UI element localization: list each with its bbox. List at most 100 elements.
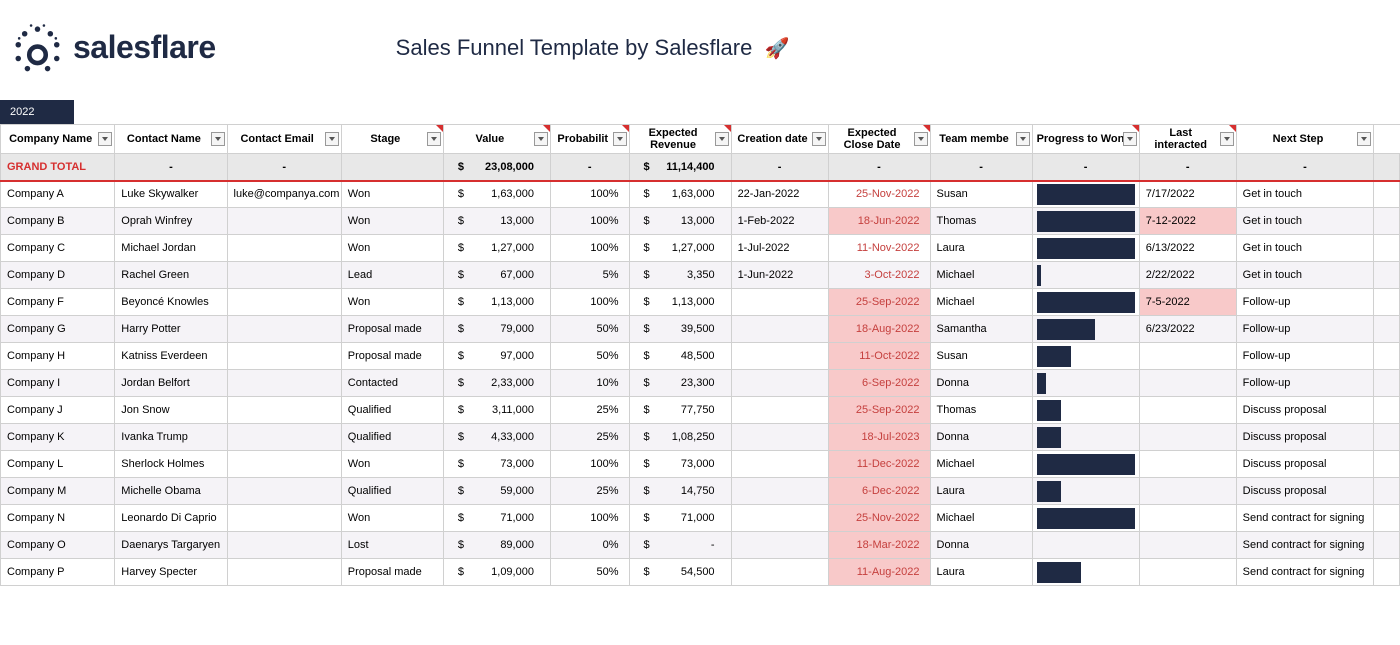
- cell-value[interactable]: $1,63,000: [443, 181, 550, 208]
- column-header[interactable]: Lastinteracted: [1139, 125, 1236, 154]
- cell-expected-close[interactable]: 11-Dec-2022: [828, 451, 930, 478]
- cell-contact[interactable]: Katniss Everdeen: [115, 343, 227, 370]
- table-row[interactable]: Company ALuke Skywalkerluke@companya.com…: [1, 181, 1400, 208]
- cell-value[interactable]: $1,09,000: [443, 559, 550, 586]
- cell-expected-close[interactable]: 11-Nov-2022: [828, 235, 930, 262]
- cell-team-member[interactable]: Thomas: [930, 208, 1032, 235]
- cell-email[interactable]: [227, 532, 341, 559]
- cell-expected-close[interactable]: 18-Jun-2022: [828, 208, 930, 235]
- cell-company[interactable]: Company M: [1, 478, 115, 505]
- cell-last-interacted[interactable]: 6/13/2022: [1139, 235, 1236, 262]
- cell-team-member[interactable]: Donna: [930, 370, 1032, 397]
- cell-contact[interactable]: Michelle Obama: [115, 478, 227, 505]
- cell-creation-date[interactable]: 1-Jul-2022: [731, 235, 828, 262]
- cell-team-member[interactable]: Samantha: [930, 316, 1032, 343]
- cell-expected-revenue[interactable]: $73,000: [629, 451, 731, 478]
- cell-team-member[interactable]: Susan: [930, 181, 1032, 208]
- cell-probability[interactable]: 100%: [550, 208, 629, 235]
- table-row[interactable]: Company HKatniss EverdeenProposal made$9…: [1, 343, 1400, 370]
- cell-contact[interactable]: Harvey Specter: [115, 559, 227, 586]
- cell-value[interactable]: $1,27,000: [443, 235, 550, 262]
- column-header[interactable]: Creation date: [731, 125, 828, 154]
- filter-dropdown-icon[interactable]: [1016, 132, 1030, 146]
- cell-company[interactable]: Company H: [1, 343, 115, 370]
- table-row[interactable]: Company DRachel GreenLead$67,0005%$3,350…: [1, 262, 1400, 289]
- cell-probability[interactable]: 100%: [550, 181, 629, 208]
- cell-team-member[interactable]: Thomas: [930, 397, 1032, 424]
- cell-expected-close[interactable]: 6-Dec-2022: [828, 478, 930, 505]
- cell-creation-date[interactable]: [731, 397, 828, 424]
- cell-next-step[interactable]: Send contract for signing: [1236, 532, 1374, 559]
- cell-company[interactable]: Company O: [1, 532, 115, 559]
- cell-last-interacted[interactable]: [1139, 505, 1236, 532]
- filter-dropdown-icon[interactable]: [325, 132, 339, 146]
- cell-creation-date[interactable]: 22-Jan-2022: [731, 181, 828, 208]
- filter-dropdown-icon[interactable]: [427, 132, 441, 146]
- cell-email[interactable]: luke@companya.com: [227, 181, 341, 208]
- cell-stage[interactable]: Won: [341, 181, 443, 208]
- filter-dropdown-icon[interactable]: [812, 132, 826, 146]
- cell-stage[interactable]: Proposal made: [341, 316, 443, 343]
- column-header[interactable]: Company Name: [1, 125, 115, 154]
- cell-creation-date[interactable]: 1-Jun-2022: [731, 262, 828, 289]
- filter-dropdown-icon[interactable]: [914, 132, 928, 146]
- cell-expected-revenue[interactable]: $13,000: [629, 208, 731, 235]
- cell-stage[interactable]: Proposal made: [341, 343, 443, 370]
- cell-contact[interactable]: Luke Skywalker: [115, 181, 227, 208]
- cell-company[interactable]: Company J: [1, 397, 115, 424]
- cell-expected-close[interactable]: 25-Nov-2022: [828, 181, 930, 208]
- column-header[interactable]: Team membe: [930, 125, 1032, 154]
- cell-company[interactable]: Company B: [1, 208, 115, 235]
- cell-probability[interactable]: 50%: [550, 343, 629, 370]
- cell-expected-revenue[interactable]: $77,750: [629, 397, 731, 424]
- cell-expected-revenue[interactable]: $-: [629, 532, 731, 559]
- cell-next-step[interactable]: Follow-up: [1236, 289, 1374, 316]
- cell-value[interactable]: $89,000: [443, 532, 550, 559]
- cell-expected-close[interactable]: 18-Mar-2022: [828, 532, 930, 559]
- cell-stage[interactable]: Won: [341, 289, 443, 316]
- filter-dropdown-icon[interactable]: [613, 132, 627, 146]
- cell-probability[interactable]: 50%: [550, 559, 629, 586]
- cell-creation-date[interactable]: [731, 532, 828, 559]
- cell-last-interacted[interactable]: [1139, 424, 1236, 451]
- cell-expected-revenue[interactable]: $14,750: [629, 478, 731, 505]
- cell-company[interactable]: Company P: [1, 559, 115, 586]
- table-row[interactable]: Company IJordan BelfortContacted$2,33,00…: [1, 370, 1400, 397]
- cell-stage[interactable]: Won: [341, 208, 443, 235]
- table-row[interactable]: Company LSherlock HolmesWon$73,000100%$7…: [1, 451, 1400, 478]
- cell-value[interactable]: $73,000: [443, 451, 550, 478]
- cell-company[interactable]: Company F: [1, 289, 115, 316]
- table-row[interactable]: Company PHarvey SpecterProposal made$1,0…: [1, 559, 1400, 586]
- cell-email[interactable]: [227, 343, 341, 370]
- column-header[interactable]: Probabilit: [550, 125, 629, 154]
- cell-stage[interactable]: Qualified: [341, 478, 443, 505]
- cell-stage[interactable]: Qualified: [341, 424, 443, 451]
- cell-value[interactable]: $79,000: [443, 316, 550, 343]
- cell-email[interactable]: [227, 370, 341, 397]
- column-header[interactable]: Next Step: [1236, 125, 1374, 154]
- filter-dropdown-icon[interactable]: [211, 132, 225, 146]
- cell-contact[interactable]: Michael Jordan: [115, 235, 227, 262]
- cell-company[interactable]: Company A: [1, 181, 115, 208]
- cell-expected-close[interactable]: 3-Oct-2022: [828, 262, 930, 289]
- cell-company[interactable]: Company C: [1, 235, 115, 262]
- cell-company[interactable]: Company G: [1, 316, 115, 343]
- cell-next-step[interactable]: Discuss proposal: [1236, 451, 1374, 478]
- cell-company[interactable]: Company L: [1, 451, 115, 478]
- cell-probability[interactable]: 50%: [550, 316, 629, 343]
- cell-expected-revenue[interactable]: $54,500: [629, 559, 731, 586]
- cell-creation-date[interactable]: [731, 316, 828, 343]
- cell-expected-revenue[interactable]: $1,13,000: [629, 289, 731, 316]
- cell-stage[interactable]: Qualified: [341, 397, 443, 424]
- table-row[interactable]: Company ODaenarys TargaryenLost$89,0000%…: [1, 532, 1400, 559]
- cell-probability[interactable]: 100%: [550, 235, 629, 262]
- cell-last-interacted[interactable]: [1139, 478, 1236, 505]
- filter-dropdown-icon[interactable]: [534, 132, 548, 146]
- cell-next-step[interactable]: Discuss proposal: [1236, 397, 1374, 424]
- column-header[interactable]: Progress to Won: [1032, 125, 1139, 154]
- cell-last-interacted[interactable]: [1139, 451, 1236, 478]
- cell-probability[interactable]: 5%: [550, 262, 629, 289]
- cell-email[interactable]: [227, 451, 341, 478]
- cell-value[interactable]: $2,33,000: [443, 370, 550, 397]
- cell-next-step[interactable]: Discuss proposal: [1236, 478, 1374, 505]
